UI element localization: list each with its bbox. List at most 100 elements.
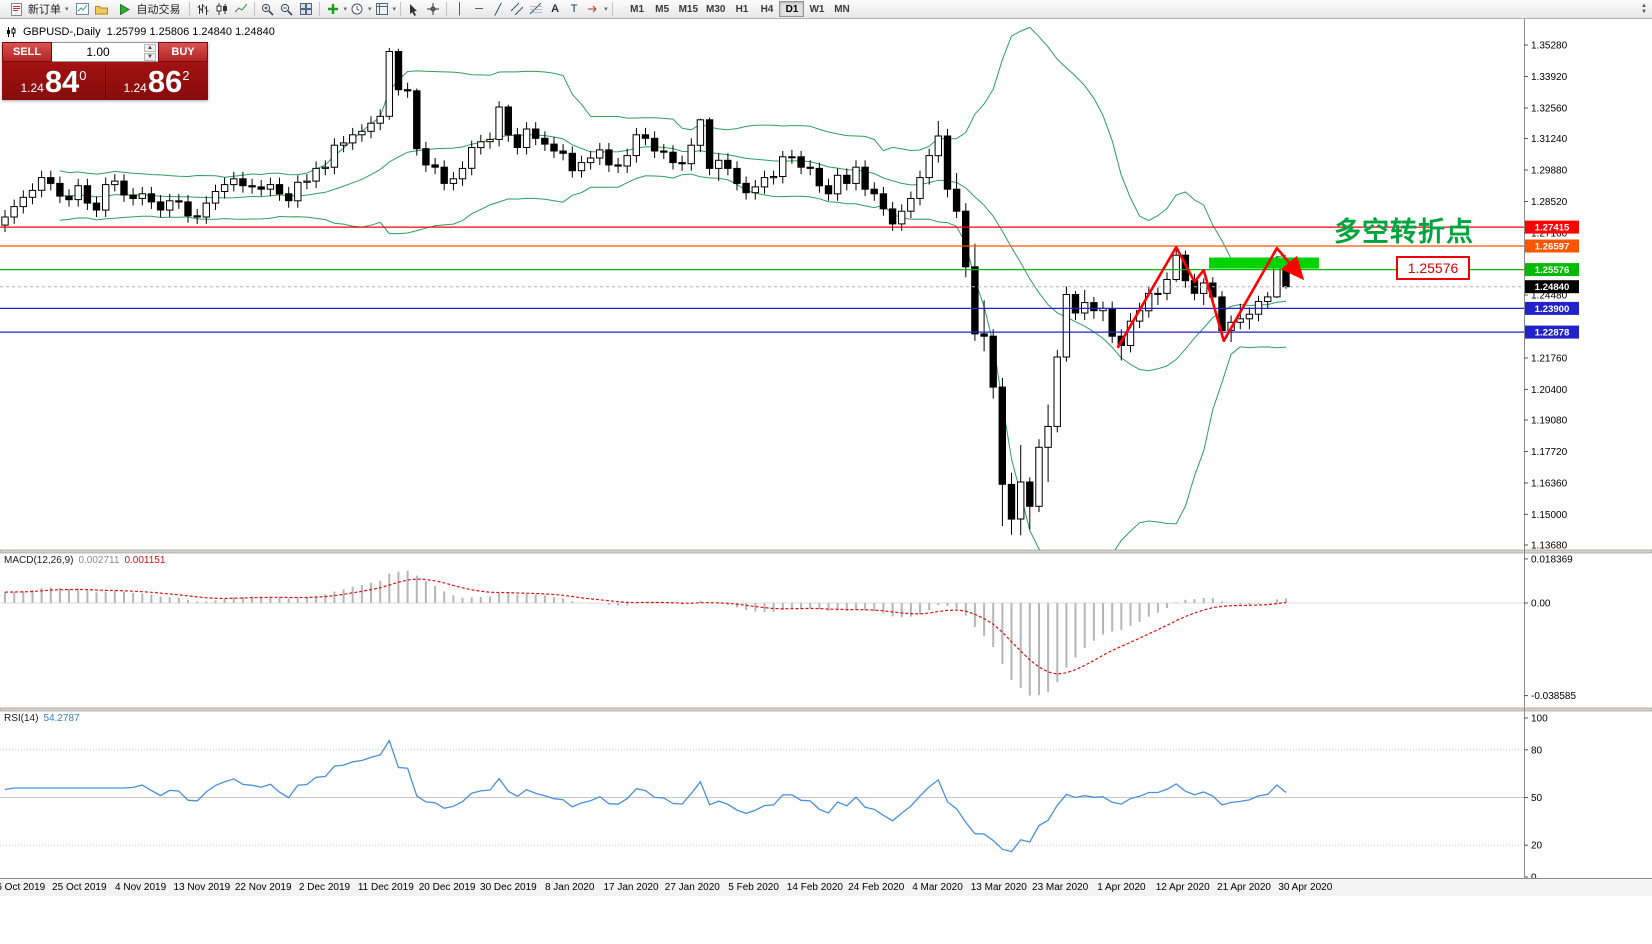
timeframe-mn[interactable]: MN [829, 1, 854, 17]
svg-text:1.17720: 1.17720 [1531, 447, 1568, 458]
date-label: 14 Feb 2020 [786, 882, 843, 893]
new-order-button[interactable]: 新订单 ▾ [3, 1, 73, 18]
vertical-line-button[interactable]: │ [456, 3, 464, 15]
svg-text:1.25576: 1.25576 [1535, 265, 1570, 276]
svg-text:1.33920: 1.33920 [1531, 72, 1568, 83]
highlight-zone[interactable] [1209, 257, 1319, 269]
zoom-in-button[interactable] [259, 1, 277, 17]
chart-title: GBPUSD-,Daily 1.25799 1.25806 1.24840 1.… [5, 24, 275, 40]
sell-price[interactable]: 1.24 84 0 [2, 62, 105, 100]
svg-text:1.27415: 1.27415 [1535, 223, 1570, 234]
macd-pane-label: MACD(12,26,9) 0.002711 0.001151 [4, 555, 165, 566]
svg-text:1.15000: 1.15000 [1531, 510, 1568, 521]
candlestick-chart-button[interactable] [213, 1, 231, 17]
toolbar-more-button[interactable]: ▲ ▼ [1641, 3, 1649, 15]
volume-up-button[interactable]: ▲ [144, 43, 156, 52]
chevron-down-icon[interactable]: ▾ [368, 6, 372, 13]
chart-ohlc-quote: 1.25799 1.25806 1.24840 1.24840 [106, 26, 275, 38]
timeframe-d1[interactable]: D1 [779, 1, 805, 17]
horizontal-level-lines[interactable] [0, 226, 1524, 333]
svg-text:80: 80 [1531, 745, 1543, 756]
horizontal-line-button[interactable]: ─ [475, 3, 483, 15]
timeframe-w1[interactable]: W1 [804, 1, 829, 17]
autotrading-label: 自动交易 [136, 4, 181, 16]
timeframe-m15[interactable]: M15 [675, 1, 702, 17]
volume-input[interactable] [52, 44, 145, 60]
svg-text:1.24480: 1.24480 [1531, 291, 1568, 302]
indicators-button[interactable] [324, 1, 342, 17]
macd-scale[interactable]: 0.018369 0.00 -0.038585 [1524, 554, 1576, 702]
text-label-button[interactable]: T [570, 3, 578, 15]
sell-price-point: 0 [79, 68, 87, 83]
svg-text:1.29880: 1.29880 [1531, 166, 1568, 177]
svg-text:1.28520: 1.28520 [1531, 197, 1568, 208]
date-label: 21 Apr 2020 [1217, 882, 1271, 893]
trend-zigzag-arrow[interactable] [1116, 245, 1305, 349]
svg-text:50: 50 [1531, 793, 1543, 804]
pane-separators[interactable] [0, 549, 1652, 712]
chevron-down-icon[interactable]: ▾ [604, 6, 608, 13]
date-label: 23 Mar 2020 [1032, 882, 1089, 893]
price-callout-label[interactable]: 1.25576 [1396, 256, 1470, 280]
price-badges: 1.27415 1.26597 1.25576 1.24840 1.23900 1.228… [1525, 220, 1579, 339]
buy-price[interactable]: 1.24 86 2 [105, 62, 208, 100]
date-label: 4 Nov 2019 [115, 882, 167, 893]
equidistant-channel-button[interactable] [508, 1, 526, 17]
time-axis[interactable]: 16 Oct 2019 25 Oct 2019 4 Nov 2019 13 Nov 2… [0, 878, 1652, 896]
bar-chart-button[interactable] [194, 1, 212, 17]
svg-text:1.22878: 1.22878 [1535, 328, 1570, 339]
tile-windows-button[interactable] [297, 1, 315, 17]
crosshair-button[interactable] [424, 1, 442, 17]
svg-text:1.31240: 1.31240 [1531, 134, 1568, 145]
arrows-button[interactable] [584, 1, 602, 17]
toolbar-separator [253, 2, 255, 16]
svg-text:1.20400: 1.20400 [1531, 385, 1568, 396]
svg-text:20: 20 [1531, 841, 1543, 852]
line-chart-button[interactable] [232, 1, 250, 17]
buy-price-pips: 86 [147, 64, 183, 99]
svg-text:1.21760: 1.21760 [1531, 353, 1568, 364]
timeframe-m1[interactable]: M1 [625, 1, 650, 17]
volume-down-button[interactable]: ▼ [144, 52, 156, 61]
buy-price-prefix: 1.24 [123, 81, 147, 95]
toolbar-separator [400, 2, 402, 16]
chevron-down-icon[interactable]: ▾ [392, 6, 397, 13]
fibonacci-button[interactable] [527, 1, 545, 17]
svg-text:-0.038585: -0.038585 [1531, 691, 1576, 702]
text-button[interactable]: A [551, 3, 560, 15]
macd-name: MACD(12,26,9) [4, 555, 74, 566]
svg-text:1.16360: 1.16360 [1531, 478, 1568, 489]
profiles-button[interactable] [93, 1, 111, 17]
buy-button[interactable]: BUY [158, 42, 208, 62]
candlesticks [1, 48, 1290, 536]
timeframe-m5[interactable]: M5 [650, 1, 675, 17]
chart-canvas[interactable]: 1.35280 1.33920 1.32560 1.31240 1.29880 1.285… [0, 19, 1652, 878]
chevron-down-icon[interactable]: ▾ [343, 6, 348, 13]
date-label: 30 Apr 2020 [1278, 882, 1333, 893]
price-scale[interactable]: 1.35280 1.33920 1.32560 1.31240 1.29880 1.285… [1524, 41, 1568, 552]
zoom-out-button[interactable] [278, 1, 296, 17]
new-order-icon [7, 1, 25, 17]
cursor-button[interactable] [405, 1, 423, 17]
svg-text:0.00: 0.00 [1531, 599, 1551, 610]
svg-text:0: 0 [1531, 873, 1537, 879]
periods-button[interactable] [348, 1, 366, 17]
new-chart-button[interactable] [74, 1, 92, 17]
date-label: 12 Apr 2020 [1155, 882, 1210, 893]
toolbar-separator [446, 2, 448, 16]
timeframe-m30[interactable]: M30 [702, 1, 729, 17]
toolbar-separator [318, 2, 320, 16]
sell-button[interactable]: SELL [2, 42, 52, 62]
templates-button[interactable] [373, 1, 391, 17]
date-label: 11 Dec 2019 [357, 882, 414, 893]
timeframe-h4[interactable]: H4 [754, 1, 779, 17]
chart-annotation-text[interactable]: 多空转折点 [1334, 217, 1474, 247]
date-label: 17 Jan 2020 [603, 882, 659, 893]
date-label: 20 Dec 2019 [418, 882, 476, 893]
trendline-button[interactable]: ╱ [494, 3, 502, 16]
timeframe-h1[interactable]: H1 [729, 1, 754, 17]
date-label: 2 Dec 2019 [298, 882, 351, 893]
rsi-scale[interactable]: 100 80 50 20 0 [1524, 714, 1548, 879]
date-label: 30 Dec 2019 [480, 882, 537, 893]
autotrading-button[interactable]: 自动交易 [112, 1, 185, 18]
